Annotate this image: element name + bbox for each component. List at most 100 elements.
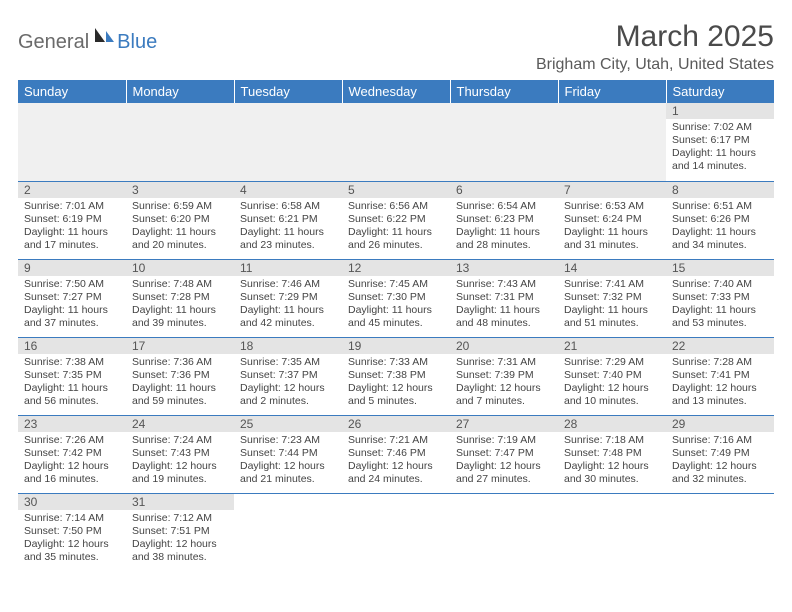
day-details: Sunrise: 7:36 AMSunset: 7:36 PMDaylight:… xyxy=(126,354,234,413)
calendar-cell: 20Sunrise: 7:31 AMSunset: 7:39 PMDayligh… xyxy=(450,337,558,415)
calendar-cell: 23Sunrise: 7:26 AMSunset: 7:42 PMDayligh… xyxy=(18,415,126,493)
day-number: 29 xyxy=(666,416,774,432)
day-number: 27 xyxy=(450,416,558,432)
day-number: 12 xyxy=(342,260,450,276)
day-number: 9 xyxy=(18,260,126,276)
day-details: Sunrise: 7:50 AMSunset: 7:27 PMDaylight:… xyxy=(18,276,126,335)
day-details: Sunrise: 7:35 AMSunset: 7:37 PMDaylight:… xyxy=(234,354,342,413)
day-number: 5 xyxy=(342,182,450,198)
day-number: 6 xyxy=(450,182,558,198)
day-number: 28 xyxy=(558,416,666,432)
day-number: 7 xyxy=(558,182,666,198)
day-number: 13 xyxy=(450,260,558,276)
day-number: 18 xyxy=(234,338,342,354)
calendar-cell-empty xyxy=(558,103,666,181)
calendar-head: SundayMondayTuesdayWednesdayThursdayFrid… xyxy=(18,80,774,103)
day-details: Sunrise: 7:40 AMSunset: 7:33 PMDaylight:… xyxy=(666,276,774,335)
day-details: Sunrise: 7:31 AMSunset: 7:39 PMDaylight:… xyxy=(450,354,558,413)
calendar-cell: 3Sunrise: 6:59 AMSunset: 6:20 PMDaylight… xyxy=(126,181,234,259)
day-details: Sunrise: 7:14 AMSunset: 7:50 PMDaylight:… xyxy=(18,510,126,569)
day-details: Sunrise: 7:12 AMSunset: 7:51 PMDaylight:… xyxy=(126,510,234,569)
day-details: Sunrise: 7:16 AMSunset: 7:49 PMDaylight:… xyxy=(666,432,774,491)
calendar-cell: 8Sunrise: 6:51 AMSunset: 6:26 PMDaylight… xyxy=(666,181,774,259)
day-number: 10 xyxy=(126,260,234,276)
calendar-cell-empty xyxy=(450,103,558,181)
day-number: 17 xyxy=(126,338,234,354)
day-number: 3 xyxy=(126,182,234,198)
calendar-cell: 29Sunrise: 7:16 AMSunset: 7:49 PMDayligh… xyxy=(666,415,774,493)
day-details: Sunrise: 6:51 AMSunset: 6:26 PMDaylight:… xyxy=(666,198,774,257)
calendar-cell: 5Sunrise: 6:56 AMSunset: 6:22 PMDaylight… xyxy=(342,181,450,259)
calendar-cell: 28Sunrise: 7:18 AMSunset: 7:48 PMDayligh… xyxy=(558,415,666,493)
day-number: 4 xyxy=(234,182,342,198)
day-details: Sunrise: 7:46 AMSunset: 7:29 PMDaylight:… xyxy=(234,276,342,335)
calendar-cell: 16Sunrise: 7:38 AMSunset: 7:35 PMDayligh… xyxy=(18,337,126,415)
day-number: 15 xyxy=(666,260,774,276)
calendar-cell-empty xyxy=(18,103,126,181)
calendar-cell: 26Sunrise: 7:21 AMSunset: 7:46 PMDayligh… xyxy=(342,415,450,493)
day-details: Sunrise: 7:23 AMSunset: 7:44 PMDaylight:… xyxy=(234,432,342,491)
day-details: Sunrise: 7:26 AMSunset: 7:42 PMDaylight:… xyxy=(18,432,126,491)
day-details: Sunrise: 7:45 AMSunset: 7:30 PMDaylight:… xyxy=(342,276,450,335)
day-details: Sunrise: 6:54 AMSunset: 6:23 PMDaylight:… xyxy=(450,198,558,257)
calendar-cell: 22Sunrise: 7:28 AMSunset: 7:41 PMDayligh… xyxy=(666,337,774,415)
weekday-header: Thursday xyxy=(450,80,558,103)
day-details: Sunrise: 6:53 AMSunset: 6:24 PMDaylight:… xyxy=(558,198,666,257)
logo-sail-icon xyxy=(93,26,115,49)
calendar-body: 1Sunrise: 7:02 AMSunset: 6:17 PMDaylight… xyxy=(18,103,774,571)
calendar-cell: 27Sunrise: 7:19 AMSunset: 7:47 PMDayligh… xyxy=(450,415,558,493)
calendar-cell: 6Sunrise: 6:54 AMSunset: 6:23 PMDaylight… xyxy=(450,181,558,259)
calendar-cell-empty xyxy=(126,103,234,181)
day-details: Sunrise: 6:58 AMSunset: 6:21 PMDaylight:… xyxy=(234,198,342,257)
day-number: 14 xyxy=(558,260,666,276)
calendar-cell-empty xyxy=(666,493,774,571)
calendar-cell: 4Sunrise: 6:58 AMSunset: 6:21 PMDaylight… xyxy=(234,181,342,259)
day-details: Sunrise: 7:33 AMSunset: 7:38 PMDaylight:… xyxy=(342,354,450,413)
calendar-cell-empty xyxy=(558,493,666,571)
calendar-cell: 15Sunrise: 7:40 AMSunset: 7:33 PMDayligh… xyxy=(666,259,774,337)
day-details: Sunrise: 6:56 AMSunset: 6:22 PMDaylight:… xyxy=(342,198,450,257)
calendar-cell-empty xyxy=(342,493,450,571)
logo-text-general: General xyxy=(18,31,89,54)
day-number: 16 xyxy=(18,338,126,354)
calendar-cell: 1Sunrise: 7:02 AMSunset: 6:17 PMDaylight… xyxy=(666,103,774,181)
calendar-cell: 31Sunrise: 7:12 AMSunset: 7:51 PMDayligh… xyxy=(126,493,234,571)
calendar-cell: 25Sunrise: 7:23 AMSunset: 7:44 PMDayligh… xyxy=(234,415,342,493)
day-number: 1 xyxy=(666,103,774,119)
calendar-cell: 7Sunrise: 6:53 AMSunset: 6:24 PMDaylight… xyxy=(558,181,666,259)
calendar-cell: 21Sunrise: 7:29 AMSunset: 7:40 PMDayligh… xyxy=(558,337,666,415)
calendar-cell: 19Sunrise: 7:33 AMSunset: 7:38 PMDayligh… xyxy=(342,337,450,415)
title-block: March 2025 Brigham City, Utah, United St… xyxy=(536,20,774,74)
day-number: 2 xyxy=(18,182,126,198)
calendar-cell-empty xyxy=(342,103,450,181)
calendar-cell: 12Sunrise: 7:45 AMSunset: 7:30 PMDayligh… xyxy=(342,259,450,337)
day-details: Sunrise: 7:02 AMSunset: 6:17 PMDaylight:… xyxy=(666,119,774,178)
day-details: Sunrise: 7:19 AMSunset: 7:47 PMDaylight:… xyxy=(450,432,558,491)
day-details: Sunrise: 7:21 AMSunset: 7:46 PMDaylight:… xyxy=(342,432,450,491)
day-details: Sunrise: 7:28 AMSunset: 7:41 PMDaylight:… xyxy=(666,354,774,413)
day-details: Sunrise: 7:18 AMSunset: 7:48 PMDaylight:… xyxy=(558,432,666,491)
calendar-cell: 11Sunrise: 7:46 AMSunset: 7:29 PMDayligh… xyxy=(234,259,342,337)
weekday-header: Monday xyxy=(126,80,234,103)
day-number: 23 xyxy=(18,416,126,432)
header: General Blue March 2025 Brigham City, Ut… xyxy=(18,20,774,74)
day-number: 30 xyxy=(18,494,126,510)
weekday-header: Wednesday xyxy=(342,80,450,103)
day-number: 31 xyxy=(126,494,234,510)
calendar-table: SundayMondayTuesdayWednesdayThursdayFrid… xyxy=(18,80,774,571)
day-number: 26 xyxy=(342,416,450,432)
day-number: 20 xyxy=(450,338,558,354)
day-details: Sunrise: 7:24 AMSunset: 7:43 PMDaylight:… xyxy=(126,432,234,491)
calendar-cell: 14Sunrise: 7:41 AMSunset: 7:32 PMDayligh… xyxy=(558,259,666,337)
calendar-cell: 30Sunrise: 7:14 AMSunset: 7:50 PMDayligh… xyxy=(18,493,126,571)
logo-text-blue: Blue xyxy=(117,31,157,54)
day-number: 19 xyxy=(342,338,450,354)
day-details: Sunrise: 7:29 AMSunset: 7:40 PMDaylight:… xyxy=(558,354,666,413)
calendar-cell-empty xyxy=(234,493,342,571)
calendar-cell: 2Sunrise: 7:01 AMSunset: 6:19 PMDaylight… xyxy=(18,181,126,259)
day-number: 24 xyxy=(126,416,234,432)
calendar-cell: 9Sunrise: 7:50 AMSunset: 7:27 PMDaylight… xyxy=(18,259,126,337)
calendar-cell: 17Sunrise: 7:36 AMSunset: 7:36 PMDayligh… xyxy=(126,337,234,415)
day-number: 22 xyxy=(666,338,774,354)
calendar-cell: 10Sunrise: 7:48 AMSunset: 7:28 PMDayligh… xyxy=(126,259,234,337)
